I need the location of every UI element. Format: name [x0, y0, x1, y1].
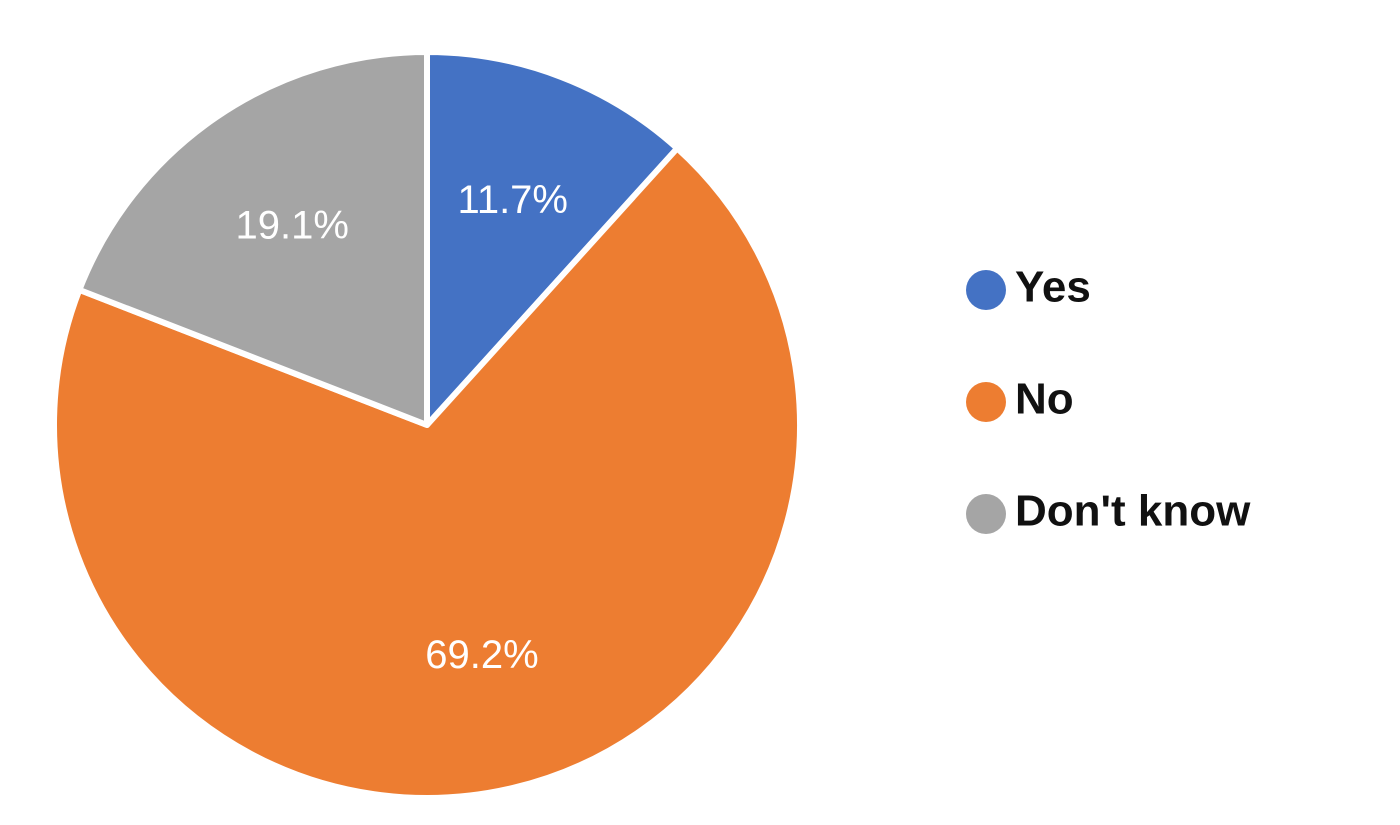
legend-marker	[966, 382, 1006, 422]
data-label: 19.1%	[235, 204, 348, 248]
legend-label: Don't know	[1015, 487, 1251, 536]
legend-marker	[966, 270, 1006, 310]
legend-label: Yes	[1015, 263, 1091, 312]
legend-marker	[966, 494, 1006, 534]
data-label: 11.7%	[458, 178, 568, 222]
legend-label: No	[1015, 375, 1074, 424]
data-label: 69.2%	[425, 633, 538, 677]
pie-slice	[76, 49, 430, 428]
pie-slice	[424, 49, 681, 428]
pie-slice	[51, 145, 803, 801]
